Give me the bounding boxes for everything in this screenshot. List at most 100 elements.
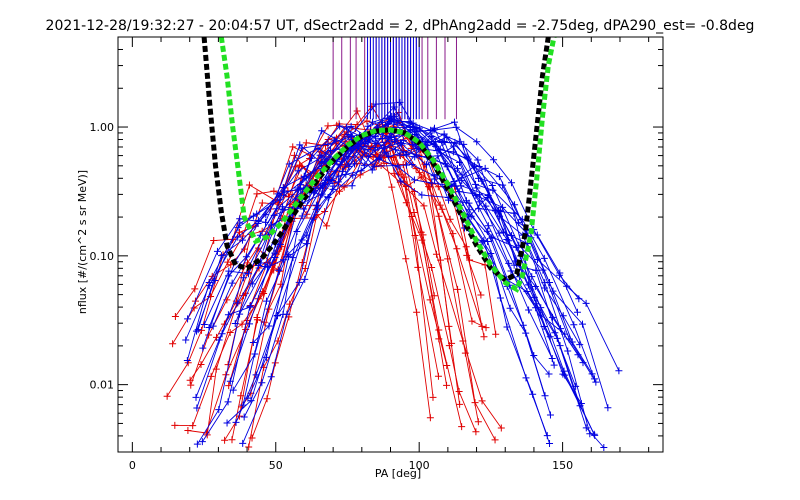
data-point [363,117,371,125]
data-point [294,167,302,175]
data-point [443,133,451,141]
data-point [427,126,435,134]
data-point [215,336,223,344]
data-point [198,438,206,446]
data-point [522,329,530,337]
data-point [522,374,530,382]
data-point [483,194,491,202]
y-tick-label: 0.10 [90,250,115,263]
fit-curve [218,37,557,293]
data-point [205,279,213,287]
data-point [565,335,573,343]
data-point [615,367,623,375]
data-point [224,398,232,406]
data-point [301,275,309,283]
data-point [541,284,549,292]
data-point [303,231,311,239]
data-point [368,166,376,174]
data-point [377,161,385,169]
data-point [334,178,342,186]
data-point [511,201,519,209]
data-point [351,160,359,168]
data-point [187,381,195,389]
data-point [540,254,548,262]
data-point [308,154,316,162]
data-point [495,229,503,237]
x-axis-label: PA [deg] [375,467,421,480]
data-point [191,285,199,293]
data-point [183,357,191,365]
data-point [245,181,253,189]
data-point [238,320,246,328]
data-point [236,310,244,318]
data-point [418,236,426,244]
data-point [426,414,434,422]
data-point [475,174,483,182]
data-point [388,183,396,191]
data-point [546,411,554,419]
data-point [533,255,541,263]
data-point [434,372,442,380]
y-tick-label: 1.00 [90,121,115,134]
data-point [199,344,207,352]
data-point [258,379,266,387]
data-point [460,140,468,148]
data-point [237,392,245,400]
data-point [347,122,355,130]
data-point [352,159,360,167]
data-point [379,135,387,143]
data-point [578,320,586,328]
data-point [263,395,271,403]
data-point [559,370,567,378]
data-point [234,299,242,307]
data-point [213,247,221,255]
data-point [399,160,407,168]
data-point [295,278,303,286]
data-point [324,122,332,130]
data-point [293,227,301,235]
data-point [252,371,260,379]
data-point [246,320,254,328]
data-point [429,393,437,401]
data-point [234,233,242,241]
data-point [391,137,399,145]
data-point [228,436,236,444]
data-point [430,172,438,180]
data-point [484,222,492,230]
data-point [497,424,505,432]
data-point [316,151,324,159]
data-point [434,152,442,160]
data-point [443,163,451,171]
data-point [262,218,270,226]
data-point [494,206,502,214]
data-point [390,112,398,120]
data-point [238,236,246,244]
data-point [258,199,266,207]
data-point [473,138,481,146]
data-point [439,138,447,146]
fit-curve [201,37,551,283]
data-point [336,122,344,130]
data-point [591,431,599,439]
data-point [280,187,288,195]
data-point [215,406,223,414]
data-point [443,381,451,389]
data-point [592,378,600,386]
data-point [239,439,247,447]
data-point [506,304,514,312]
data-point [294,184,302,192]
x-tick-label: 50 [269,459,283,472]
data-point [463,251,471,259]
data-point [495,173,503,181]
data-point [488,181,496,189]
data-point [488,234,496,242]
data-point [236,215,244,223]
data-point [455,388,463,396]
data-point [324,140,332,148]
data-point [550,361,558,369]
data-point [413,308,421,316]
data-point [240,274,248,282]
data-point [270,187,278,195]
data-point [428,264,436,272]
data-point [284,250,292,258]
